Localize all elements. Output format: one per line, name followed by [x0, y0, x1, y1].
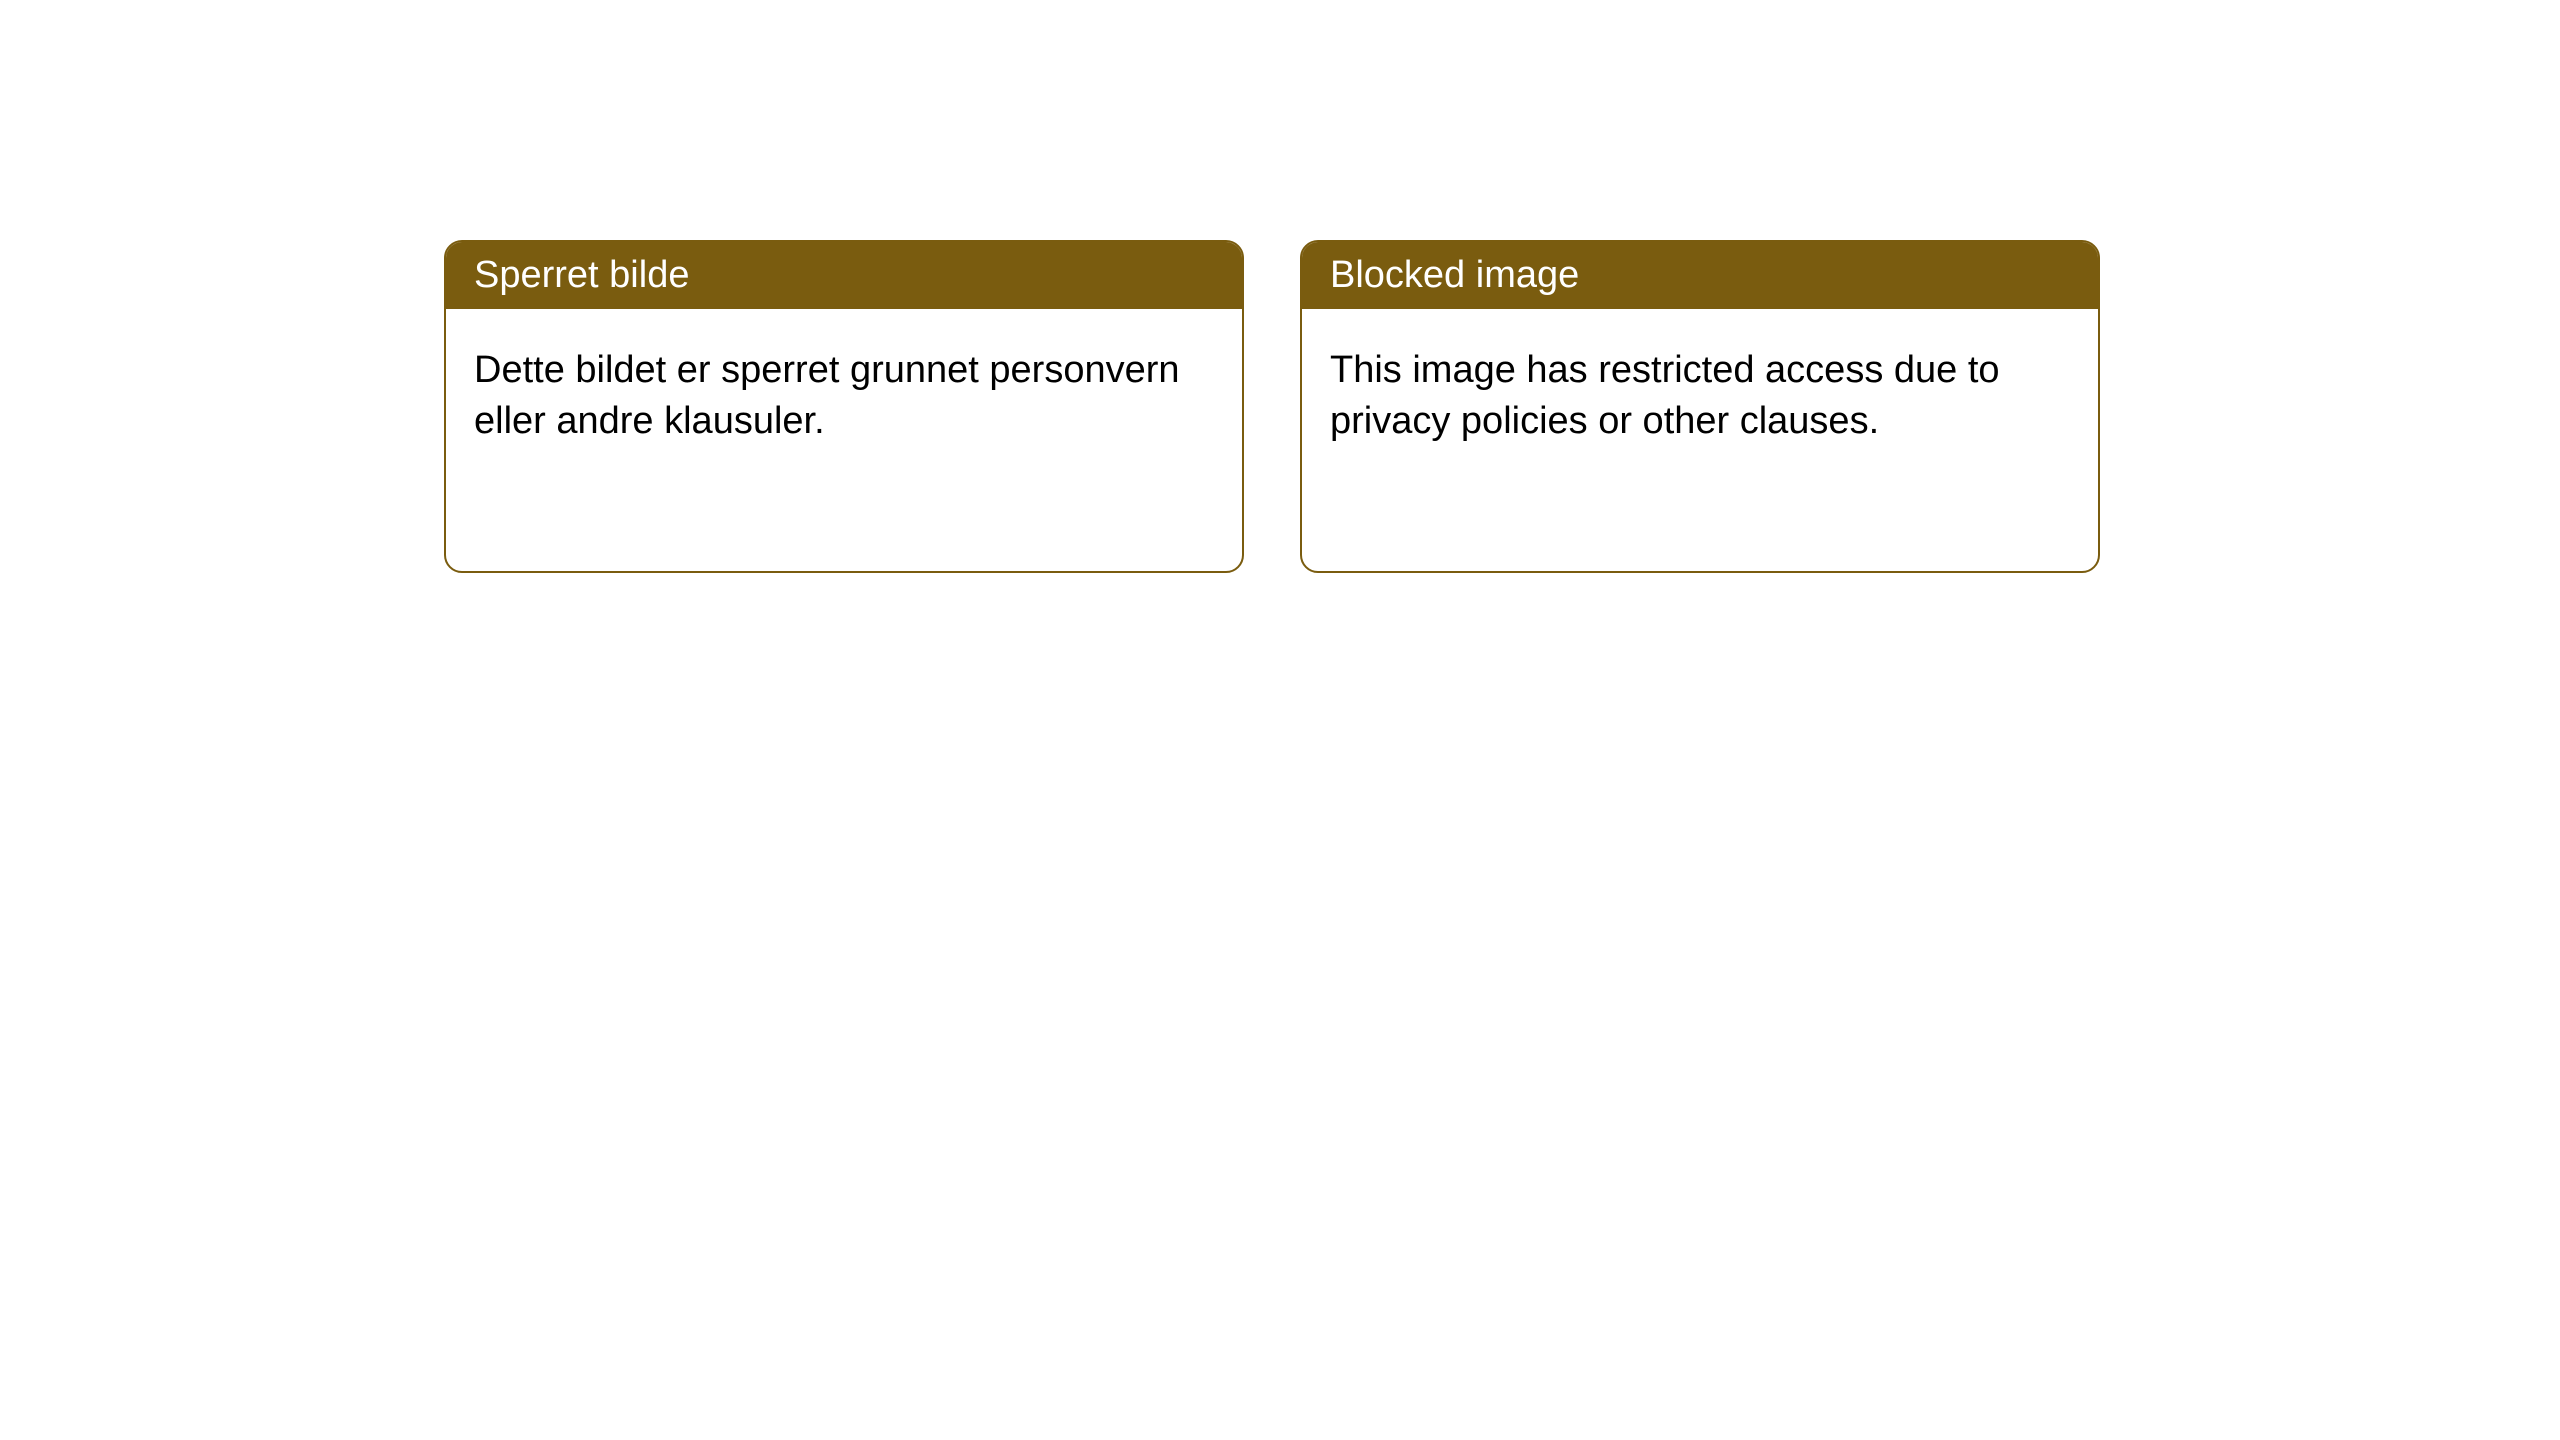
notice-card-english: Blocked image This image has restricted …	[1300, 240, 2100, 573]
notice-card-norwegian: Sperret bilde Dette bildet er sperret gr…	[444, 240, 1244, 573]
notice-body-norwegian: Dette bildet er sperret grunnet personve…	[446, 309, 1242, 484]
notice-container: Sperret bilde Dette bildet er sperret gr…	[444, 240, 2100, 573]
notice-title-english: Blocked image	[1302, 242, 2098, 309]
notice-body-english: This image has restricted access due to …	[1302, 309, 2098, 484]
notice-title-norwegian: Sperret bilde	[446, 242, 1242, 309]
